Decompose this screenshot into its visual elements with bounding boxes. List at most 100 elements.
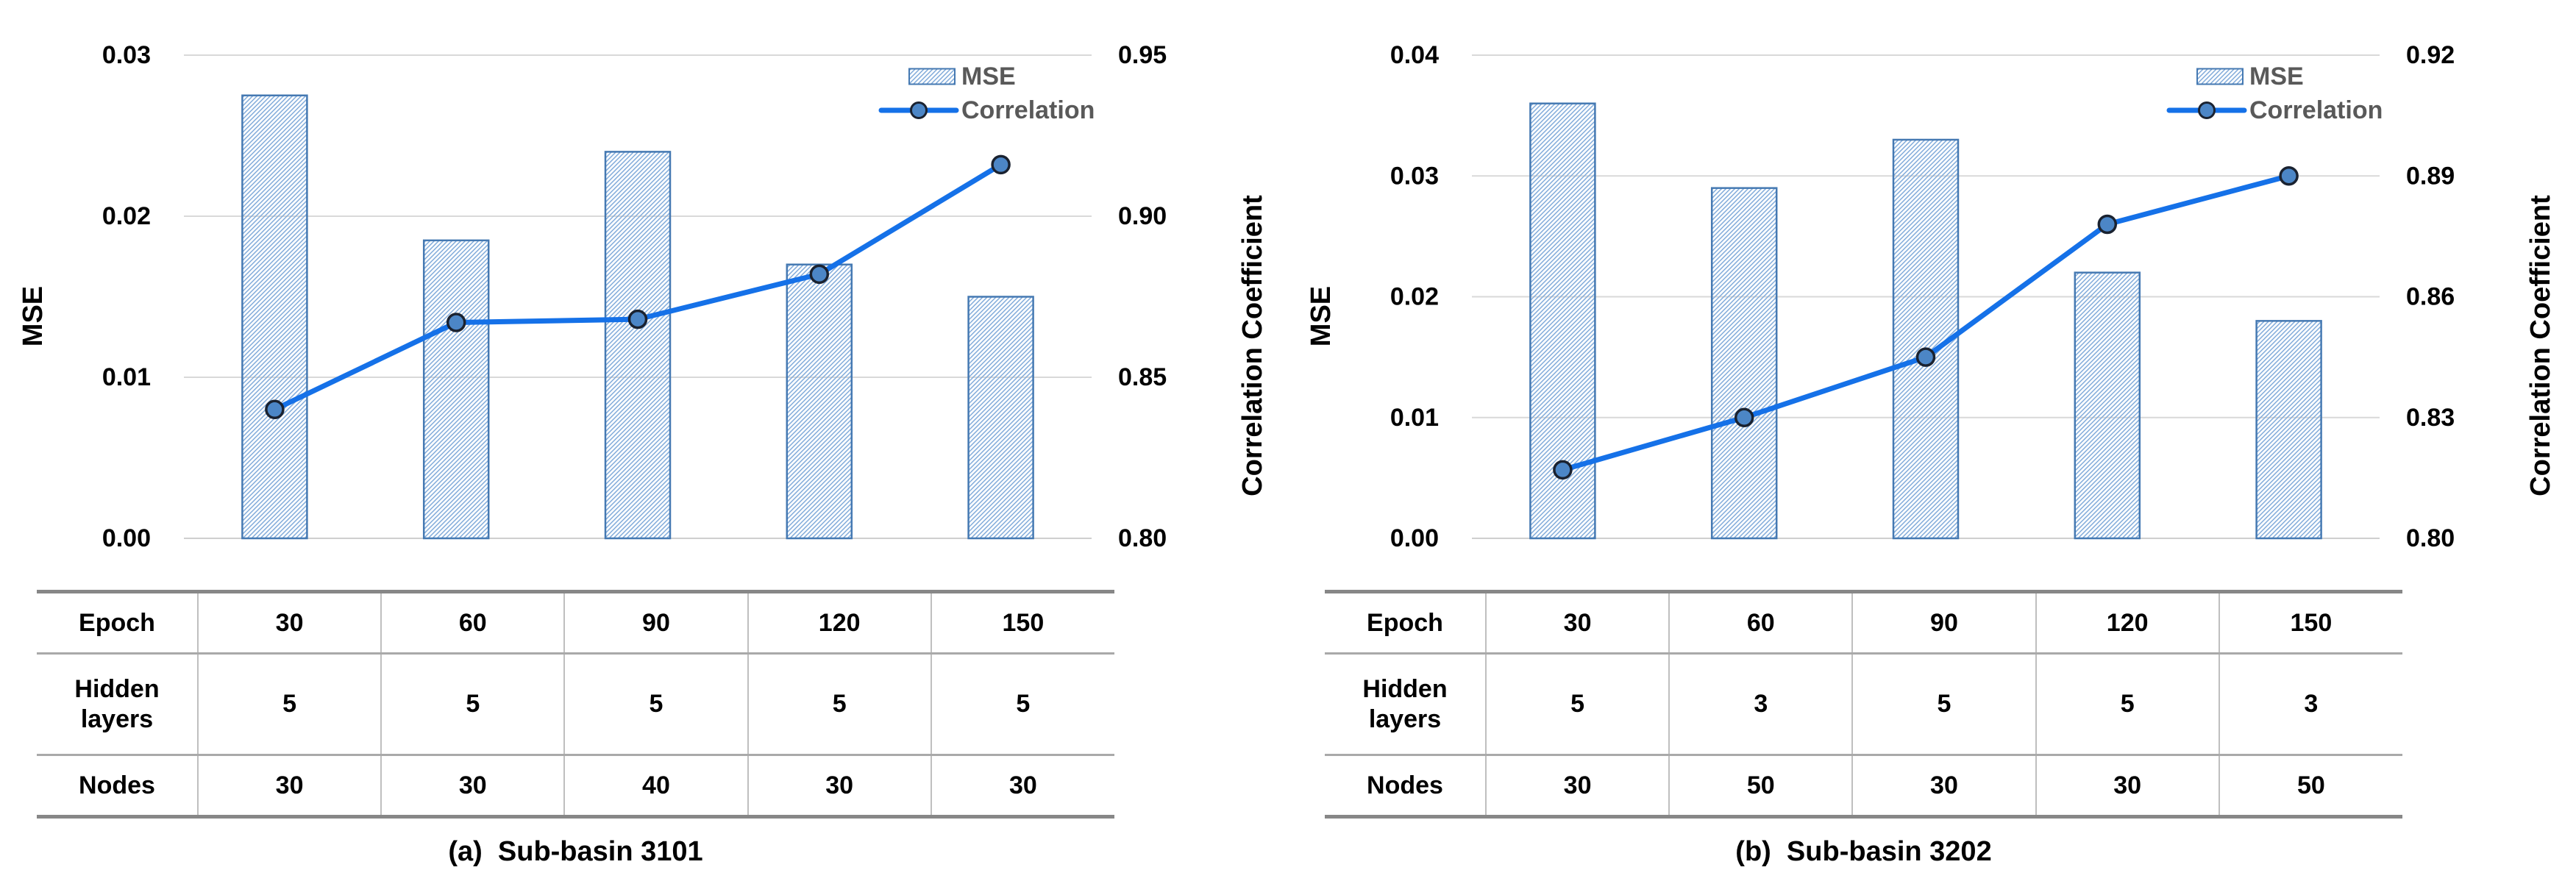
right-axis-tick-label: 0.90 (1118, 202, 1167, 230)
cell-value: 40 (563, 755, 748, 817)
table-row: Hidden layers 5 5 5 5 5 (37, 653, 1114, 755)
caption-a: (a) Sub-basin 3101 (448, 836, 703, 867)
left-axis-title: MSE (1306, 286, 1337, 346)
mse-bar (241, 94, 308, 540)
row-header: Epoch (1367, 608, 1443, 637)
cell-value: 90 (563, 591, 748, 654)
cell-value: 150 (930, 591, 1114, 654)
cell-value: 50 (2218, 755, 2402, 817)
cell-value: 120 (2035, 591, 2219, 654)
cell-value: 30 (930, 755, 1114, 817)
cell-value: 5 (930, 653, 1114, 755)
cell-value: 30 (1851, 755, 2036, 817)
mse-bars (241, 94, 1034, 540)
correlation-point (446, 313, 466, 332)
table-row: Hidden layers 5 3 5 5 3 (1325, 653, 2402, 755)
correlation-point (1915, 347, 1936, 367)
right-axis-tick-label: 0.95 (1118, 41, 1167, 69)
left-axis-tick-label: 0.00 (1390, 524, 1439, 552)
right-axis-title: Correlation Coefficient (2525, 195, 2556, 496)
cell-value: 3 (2218, 653, 2402, 755)
table-row: Nodes 30 30 40 30 30 (37, 755, 1114, 817)
cell-value: 5 (563, 653, 748, 755)
left-axis-tick-label: 0.00 (102, 524, 151, 552)
right-axis-tick-label: 0.80 (2406, 524, 2455, 552)
cell-value: 90 (1851, 591, 2036, 654)
row-header: Nodes (1367, 771, 1443, 799)
mse-bars (1529, 102, 2322, 540)
cell-value: 50 (1668, 755, 1853, 817)
left-axis-tick-label: 0.02 (102, 202, 151, 230)
mse-bar (967, 296, 1034, 540)
legend-correlation-marker (2198, 101, 2216, 119)
correlation-point (627, 309, 648, 329)
row-header: Epoch (79, 608, 155, 637)
params-table-b: Epoch 30 60 90 120 150 Hidden layers 5 3 5 5 3 Nodes… (1325, 590, 2402, 819)
correlation-point (1734, 407, 1754, 427)
cell-value: 120 (747, 591, 931, 654)
left-axis-tick-label: 0.03 (102, 41, 151, 69)
right-axis-tick-label: 0.85 (1118, 363, 1167, 391)
legend-correlation-label: Correlation (2249, 96, 2383, 124)
legend-mse-label: MSE (2249, 63, 2304, 90)
chart-sub-basin-3101: 0.03 0.02 0.01 0.00 0.95 0.90 0.85 0.80 MSE Corre… (18, 41, 1268, 552)
legend-correlation-label: Correlation (961, 96, 1095, 124)
left-axis-tick-label: 0.01 (1390, 404, 1439, 432)
legend-mse-swatch (908, 68, 956, 85)
cell-value: 5 (747, 653, 931, 755)
cell-value: 30 (2035, 755, 2219, 817)
mse-bar (604, 151, 672, 540)
correlation-points (265, 154, 1011, 420)
row-header: Hidden layers (1362, 674, 1448, 733)
cell-value: 5 (196, 653, 382, 755)
cell-value: 30 (747, 755, 931, 817)
right-axis-tick-label: 0.80 (1118, 524, 1167, 552)
mse-bar (1710, 187, 1778, 540)
table-row: Nodes 30 50 30 30 50 (1325, 755, 2402, 817)
correlation-point (809, 264, 830, 285)
correlation-point (2279, 166, 2299, 186)
left-axis-tick-label: 0.01 (102, 363, 151, 391)
legend: MSE Correlation (2166, 63, 2383, 124)
panel-a: 0.03 0.02 0.01 0.00 0.95 0.90 0.85 0.80 MSE Corre… (18, 41, 1268, 867)
row-header: Nodes (79, 771, 155, 799)
legend-correlation-marker (910, 101, 928, 119)
params-table-a: Epoch 30 60 90 120 150 Hidden layers 5 5 5 5 5 Nodes… (37, 590, 1114, 819)
mse-bar (2074, 271, 2141, 540)
mse-bar (422, 239, 490, 540)
mse-bar (786, 263, 853, 540)
cell-value: 60 (380, 591, 565, 654)
mse-bar (2255, 320, 2322, 540)
cell-value: 30 (196, 591, 382, 654)
cell-value: 5 (1484, 653, 1670, 755)
cell-value: 60 (1668, 591, 1853, 654)
cell-value: 5 (1851, 653, 2036, 755)
cell-value: 150 (2218, 591, 2402, 654)
legend-mse-swatch (2196, 68, 2244, 85)
caption-b: (b) Sub-basin 3202 (1735, 836, 1992, 867)
left-axis-tick-label: 0.04 (1390, 41, 1439, 69)
correlation-point (2097, 214, 2118, 235)
cell-value: 30 (380, 755, 565, 817)
table-row: Epoch 30 60 90 120 150 (37, 591, 1114, 654)
table-row: Epoch 30 60 90 120 150 (1325, 591, 2402, 654)
cell-value: 30 (1484, 755, 1670, 817)
correlation-points (1553, 166, 2299, 480)
right-axis-tick-label: 0.86 (2406, 283, 2455, 311)
left-axis-tick-label: 0.02 (1390, 283, 1439, 311)
correlation-point (991, 154, 1011, 175)
legend-mse-label: MSE (961, 63, 1016, 90)
correlation-point (1553, 460, 1573, 480)
row-header: Hidden layers (74, 674, 160, 733)
chart-sub-basin-3202: 0.04 0.03 0.02 0.01 0.00 0.92 0.89 0.86 0.83 0.80… (1306, 41, 2556, 552)
cell-value: 3 (1668, 653, 1853, 755)
right-axis-tick-label: 0.89 (2406, 162, 2455, 190)
cell-value: 30 (1484, 591, 1670, 654)
correlation-point (265, 399, 285, 420)
right-axis-tick-label: 0.83 (2406, 404, 2455, 432)
panel-b: 0.04 0.03 0.02 0.01 0.00 0.92 0.89 0.86 0.83 0.80… (1288, 0, 2576, 895)
cell-value: 5 (380, 653, 565, 755)
left-axis-title: MSE (18, 286, 49, 346)
cell-value: 30 (196, 755, 382, 817)
